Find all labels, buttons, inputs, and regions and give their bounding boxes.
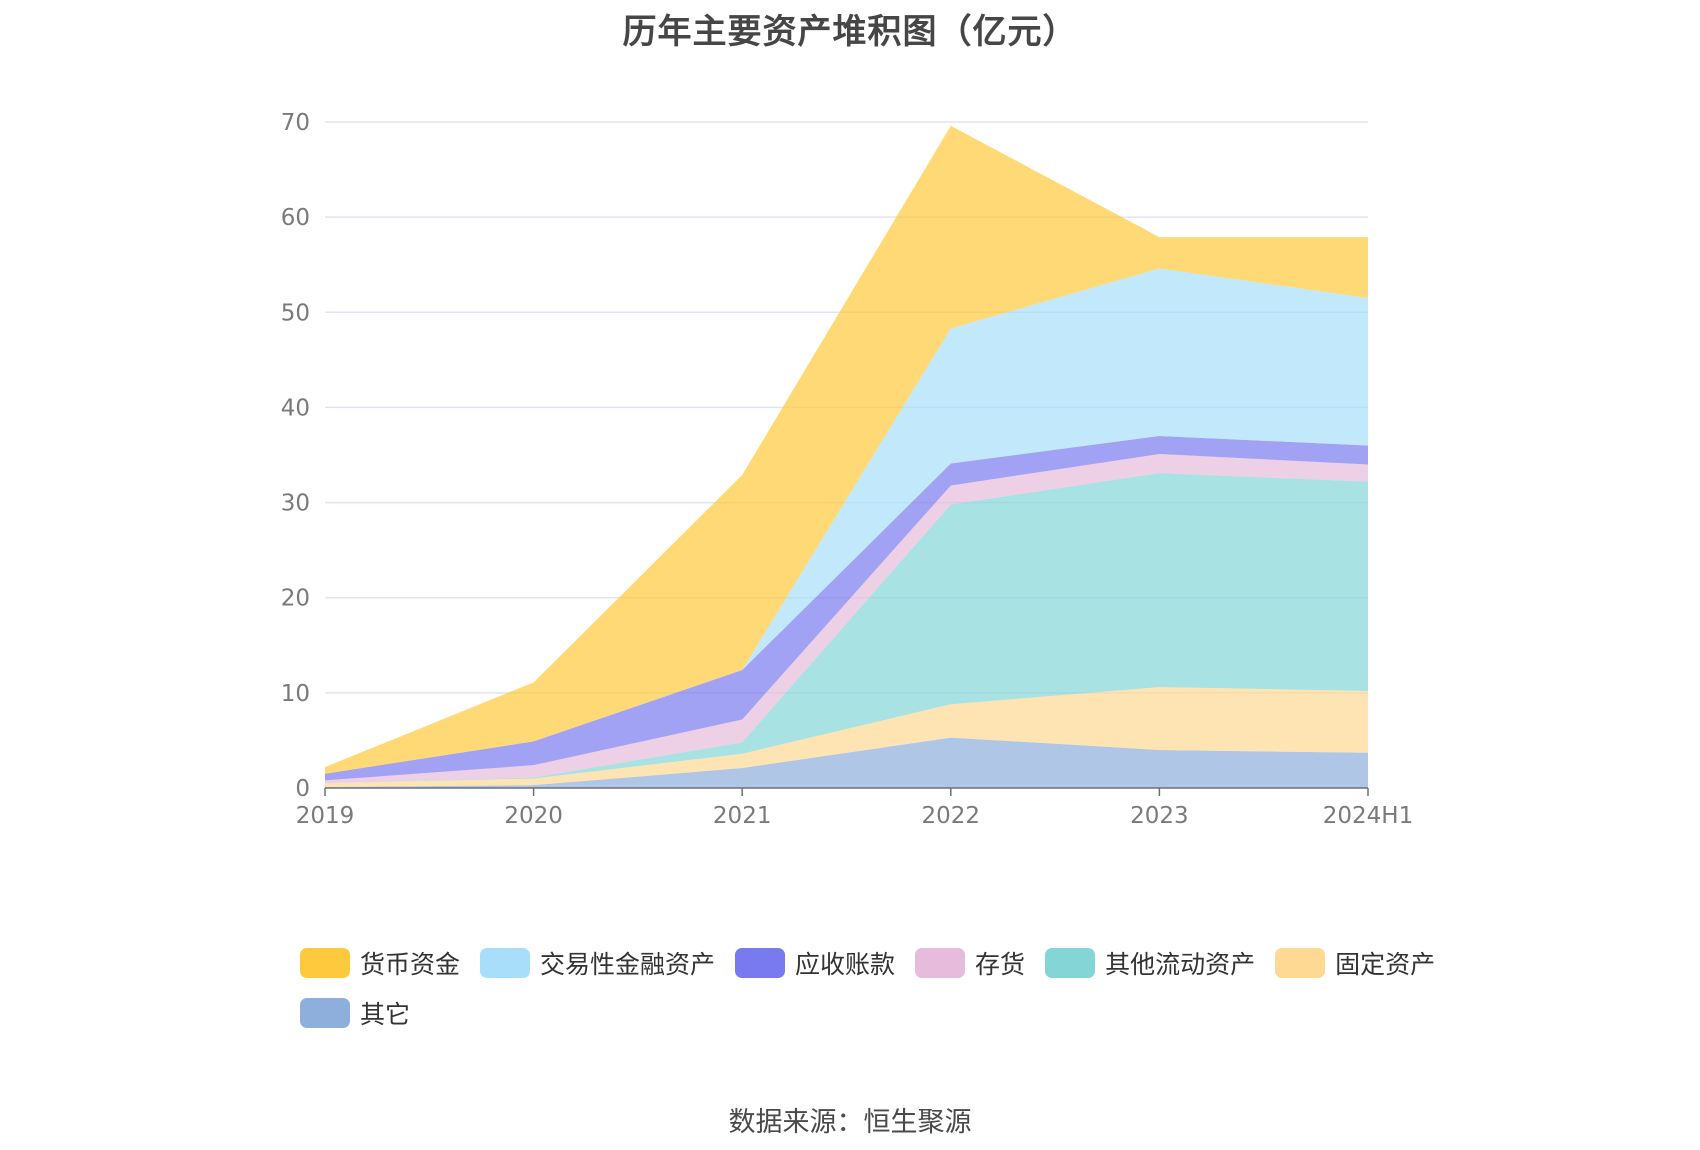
area-series-5 <box>325 268 1368 774</box>
y-tick-label: 50 <box>281 300 310 326</box>
legend-label: 存货 <box>975 950 1026 979</box>
legend-item[interactable]: 交易性金融资产 <box>480 945 715 981</box>
axis-layer: 0 10 20 30 40 50 60 70 2019 2020 2021 2022 2023 2024H… <box>281 110 1414 829</box>
area-series-0 <box>325 737 1368 788</box>
x-tick-label: 2023 <box>1130 803 1189 829</box>
legend-label: 货币资金 <box>360 950 461 979</box>
legend-item[interactable]: 应收账款 <box>735 945 895 981</box>
area-series-2 <box>325 473 1368 784</box>
legend-swatch <box>300 948 350 978</box>
legend-label: 应收账款 <box>795 950 896 979</box>
legend-swatch <box>480 948 531 978</box>
y-tick-label: 60 <box>281 205 310 231</box>
legend-item[interactable]: 其它 <box>300 995 410 1031</box>
data-source: 数据来源：恒生聚源 <box>728 1107 972 1138</box>
legend-label: 其他流动资产 <box>1105 950 1256 979</box>
y-tick-label: 40 <box>281 395 310 421</box>
x-tick-label: 2021 <box>713 803 772 829</box>
y-tick-label: 0 <box>295 776 310 802</box>
y-tick-label: 20 <box>281 586 310 612</box>
area-series-3 <box>325 454 1368 784</box>
legend: 货币资金 交易性金融资产 应收账款 存货 其他流动资产 固定资产其它 <box>300 945 1440 1031</box>
legend-label: 交易性金融资产 <box>540 950 716 979</box>
y-tick-label: 70 <box>281 110 310 136</box>
x-tick-label: 2024H1 <box>1323 803 1413 829</box>
legend-item[interactable]: 货币资金 <box>300 945 460 981</box>
x-tick-label: 2022 <box>922 803 981 829</box>
y-tick-label: 10 <box>281 681 310 707</box>
legend-swatch <box>300 998 350 1028</box>
x-tick-label: 2019 <box>296 803 355 829</box>
area-series-6 <box>325 125 1368 774</box>
chart-title: 历年主要资产堆积图（亿元） <box>622 12 1078 52</box>
legend-swatch <box>735 948 786 978</box>
area-layer <box>325 125 1368 788</box>
legend-label: 固定资产 <box>1335 950 1436 979</box>
legend-item[interactable]: 其他流动资产 <box>1045 945 1255 981</box>
legend-swatch <box>1045 948 1096 978</box>
x-tick-label: 2020 <box>504 803 563 829</box>
legend-swatch <box>1275 948 1326 978</box>
area-series-1 <box>325 687 1368 788</box>
legend-item[interactable]: 固定资产 <box>1275 945 1435 981</box>
legend-label: 其它 <box>360 1000 411 1029</box>
legend-swatch <box>915 948 966 978</box>
legend-item[interactable]: 存货 <box>915 945 1025 981</box>
y-tick-label: 30 <box>281 491 310 517</box>
